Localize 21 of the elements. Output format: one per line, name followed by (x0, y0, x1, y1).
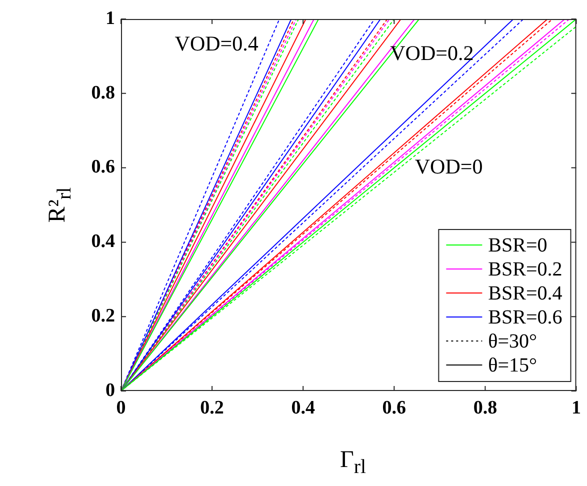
y-tick-label: 0 (106, 380, 115, 401)
x-tick-label: 1 (572, 397, 581, 418)
x-tick-label: 0.8 (473, 397, 498, 418)
x-tick-label: 0.6 (382, 397, 406, 418)
y-tick-label: 1 (106, 8, 115, 29)
legend-label: BSR=0 (488, 234, 548, 256)
y-tick-label: 0.8 (91, 82, 115, 104)
annotation: VOD=0.2 (390, 40, 474, 65)
legend-label: BSR=0.4 (488, 282, 562, 304)
y-tick-label: 0.2 (91, 306, 115, 327)
annotation: VOD=0.4 (174, 32, 259, 56)
legend-label: θ=15° (488, 354, 538, 376)
x-tick-label: 0.2 (200, 397, 224, 418)
legend-label: θ=30° (488, 330, 538, 352)
x-axis-title: Γ$_{rl}$ (340, 447, 366, 478)
y-tick-label: 0.6 (91, 156, 115, 178)
legend-label: BSR=0.6 (488, 306, 562, 328)
y-tick-label: 0.4 (91, 231, 116, 252)
legend-label: BSR=0.2 (488, 258, 562, 280)
x-tick-label: 0.4 (291, 397, 316, 418)
annotation: VOD=0 (414, 154, 483, 178)
